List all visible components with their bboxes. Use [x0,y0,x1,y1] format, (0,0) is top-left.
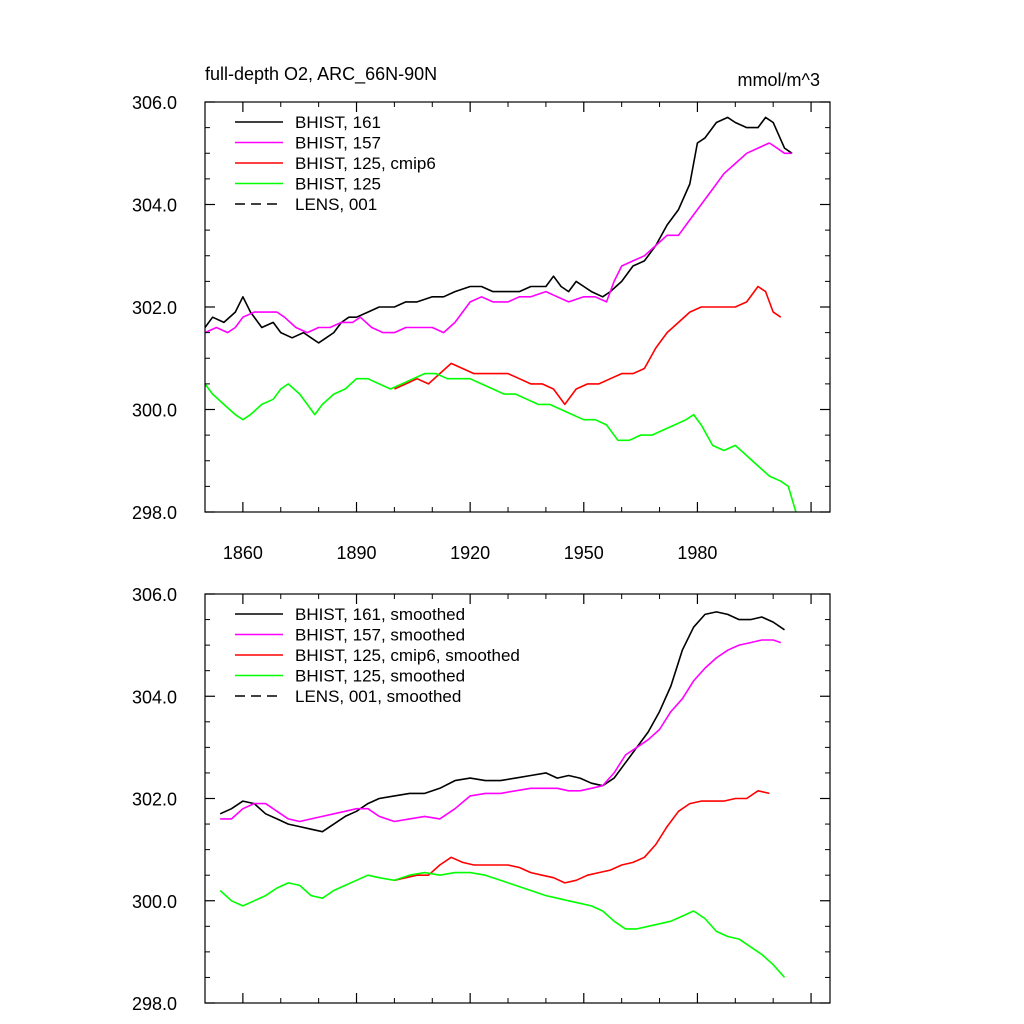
y-tick-label: 306.0 [132,585,177,605]
legend-label: BHIST, 161 [295,113,381,132]
legend-label: LENS, 001 [295,195,377,214]
panel-top: full-depth O2, ARC_66N-90N mmol/m^3 306.… [132,64,831,563]
units-label: mmol/m^3 [738,70,820,90]
y-tick-label: 302.0 [132,298,177,318]
legend-label: BHIST, 125, smoothed [295,667,465,686]
series-line-2 [394,790,770,884]
x-tick-label: 1860 [223,543,263,563]
legend-label: BHIST, 157, smoothed [295,626,465,645]
y-tick-label: 298.0 [132,994,177,1014]
y-tick-label: 302.0 [132,790,177,810]
chart-title: full-depth O2, ARC_66N-90N [205,64,437,85]
series-line-1 [204,142,793,334]
series-line-3 [204,372,797,513]
x-tick-label: 1950 [564,543,604,563]
x-tick-label: 1980 [677,543,717,563]
series-line-0 [219,611,785,833]
axes: 306.0 304.0 302.0 300.0 298.0 [132,585,830,1014]
legend-label: BHIST, 157 [295,134,381,153]
legend-label: BHIST, 125, cmip6 [295,154,436,173]
y-tick-label: 300.0 [132,892,177,912]
plot-lines [219,611,786,978]
y-tick-label: 300.0 [132,401,177,421]
series-line-2 [394,285,782,406]
x-tick-label: 1920 [450,543,490,563]
legend-label: BHIST, 125 [295,175,381,194]
y-tick-label: 298.0 [132,503,177,523]
legend-label: BHIST, 161, smoothed [295,605,465,624]
panel-bottom: 306.0 304.0 302.0 300.0 298.0 BHIST, 161, sm… [132,585,831,1014]
y-tick-label: 304.0 [132,687,177,707]
axes: 306.0 304.0 302.0 300.0 298.0 1860 1890 1920 195… [132,93,830,563]
series-line-3 [219,871,786,978]
y-tick-label: 306.0 [132,93,177,113]
legend: BHIST, 161, smoothed BHIST, 157, smoothed… [235,605,520,706]
plot-lines [204,116,797,513]
series-line-1 [220,639,782,823]
legend-label: BHIST, 125, cmip6, smoothed [295,646,520,665]
x-tick-label: 1890 [336,543,376,563]
series-line-0 [204,116,793,344]
y-tick-label: 304.0 [132,196,177,216]
legend-label: LENS, 001, smoothed [295,687,461,706]
